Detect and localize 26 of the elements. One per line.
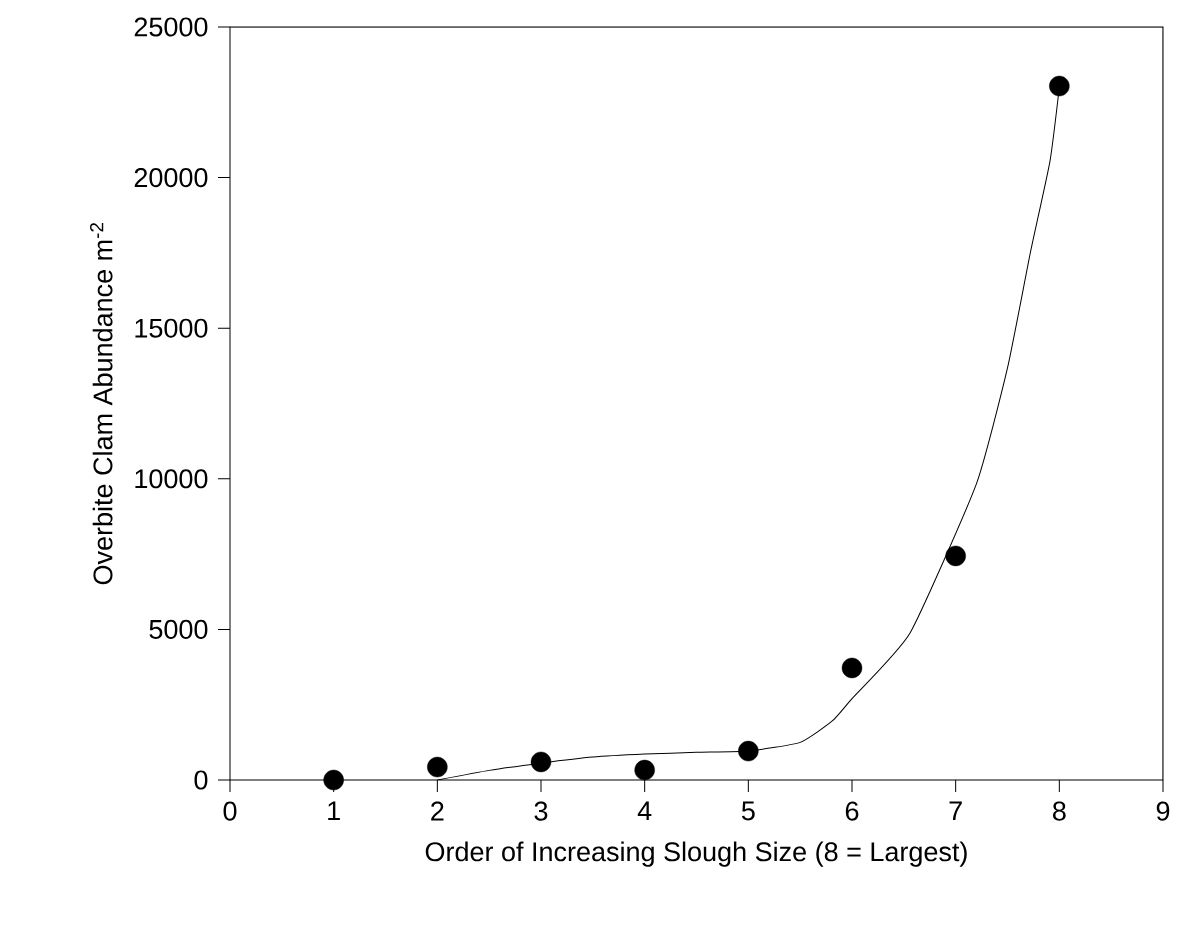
y-tick-label: 25000: [134, 17, 208, 37]
x-axis-title: Order of Increasing Slough Size (8 = Largest): [425, 841, 967, 867]
point: [841, 657, 863, 679]
x-tick-label: 2: [431, 801, 444, 821]
x-tick-label: 0: [223, 801, 237, 821]
y-axis-title: Overbite Clam Abundance m$^{-2}$: [90, 222, 113, 585]
x-tick-label: 7: [949, 801, 962, 821]
point: [738, 740, 759, 762]
x-tick-label: 1: [328, 801, 340, 821]
x-tick-label: 5: [741, 801, 755, 821]
x-tick-label: 6: [845, 801, 859, 821]
y-tick-label: 5000: [149, 619, 208, 639]
x-tick-label: 4: [637, 801, 652, 821]
x-tick-label: 9: [1156, 801, 1170, 821]
y-tick-label: 20000: [134, 168, 208, 188]
y-tick-label: 15000: [135, 318, 208, 338]
point: [427, 756, 448, 778]
point: [530, 751, 552, 773]
x-tick-label: 8: [1053, 801, 1066, 821]
x-tick-label: 3: [534, 801, 548, 821]
y-tick-label: 0: [194, 770, 208, 790]
point: [634, 759, 655, 781]
point: [1049, 75, 1070, 97]
point: [323, 769, 344, 791]
y-tick-label: 10000: [135, 469, 208, 489]
point: [945, 545, 966, 567]
